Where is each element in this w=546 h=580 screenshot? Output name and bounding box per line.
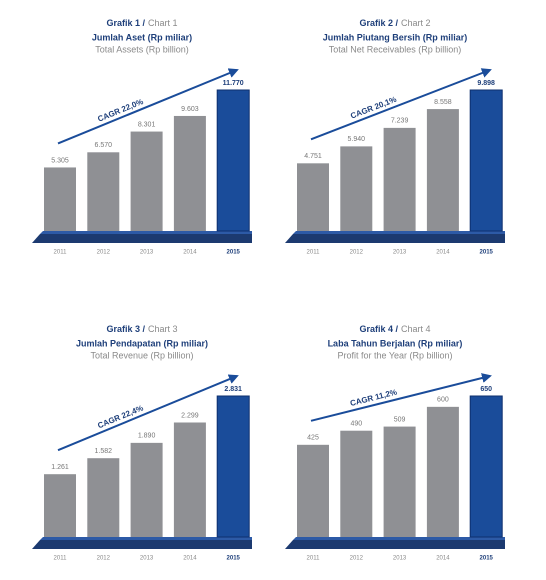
- floor-top: [40, 537, 252, 540]
- x-tick-label: 2012: [350, 556, 364, 562]
- x-tick-label: 2013: [393, 250, 407, 256]
- bar: [173, 422, 206, 537]
- value-label: 5.305: [51, 157, 69, 164]
- value-label: 509: [394, 416, 406, 423]
- x-tick-label: 2011: [307, 556, 321, 562]
- chart-title: Grafik 2 /Chart 2: [359, 18, 430, 28]
- bar: [297, 444, 329, 537]
- value-label: 650: [480, 386, 492, 393]
- title-id: Grafik 2 /: [359, 18, 398, 28]
- floor: [32, 234, 252, 243]
- value-label: 4.751: [304, 153, 322, 160]
- bar: [216, 395, 250, 538]
- bar: [44, 474, 76, 537]
- x-tick-label: 2014: [183, 250, 197, 256]
- bar: [340, 430, 373, 537]
- value-label: 6.570: [95, 142, 113, 149]
- title-id: Grafik 1 /: [106, 18, 145, 28]
- subtitle-en: Profit for the Year (Rp billion): [337, 350, 452, 360]
- cagr-arrow: [310, 68, 492, 141]
- x-tick-label: 2012: [350, 250, 364, 256]
- bar: [44, 167, 76, 231]
- bar: [216, 89, 250, 232]
- x-tick-label: 2011: [307, 250, 321, 256]
- bar: [340, 146, 373, 231]
- chart-title: Grafik 4 /Chart 4: [359, 324, 430, 334]
- bar: [173, 115, 206, 231]
- x-tick-label: 2014: [436, 556, 450, 562]
- x-tick-label: 2015: [227, 556, 241, 562]
- value-label: 490: [350, 421, 362, 428]
- x-tick-label: 2015: [480, 556, 494, 562]
- floor-top: [293, 231, 505, 234]
- floor: [285, 540, 505, 549]
- bar: [87, 152, 120, 231]
- bar: [469, 395, 503, 538]
- bar: [383, 127, 416, 231]
- value-label: 1.890: [138, 433, 156, 440]
- value-label: 7.239: [391, 118, 409, 125]
- x-tick-label: 2013: [140, 250, 154, 256]
- bar: [383, 426, 416, 537]
- bar: [426, 406, 459, 537]
- x-tick-label: 2013: [140, 556, 154, 562]
- value-label: 8.301: [138, 121, 156, 128]
- x-tick-label: 2012: [97, 250, 111, 256]
- value-label: 2.299: [181, 412, 199, 419]
- value-label: 600: [437, 397, 449, 404]
- x-tick-label: 2015: [227, 250, 241, 256]
- x-tick-label: 2014: [183, 556, 197, 562]
- cagr-arrow: [57, 68, 239, 145]
- value-label: 5.940: [348, 136, 366, 143]
- subtitle-en: Total Net Receivables (Rp billion): [329, 44, 462, 54]
- bar: [130, 442, 163, 537]
- value-label: 1.582: [95, 448, 113, 455]
- x-tick-label: 2015: [480, 250, 494, 256]
- floor-top: [40, 231, 252, 234]
- value-label: 2.831: [224, 386, 242, 393]
- x-tick-label: 2011: [54, 250, 68, 256]
- value-label: 1.261: [51, 464, 69, 471]
- value-label: 9.603: [181, 106, 199, 113]
- value-label: 9.898: [477, 80, 495, 87]
- bar: [469, 89, 503, 232]
- title-en: Chart 2: [401, 18, 431, 28]
- floor: [285, 234, 505, 243]
- bar: [426, 109, 459, 231]
- floor: [32, 540, 252, 549]
- x-tick-label: 2014: [436, 250, 450, 256]
- x-tick-label: 2011: [54, 556, 68, 562]
- x-tick-label: 2012: [97, 556, 111, 562]
- value-label: 8.558: [434, 99, 452, 106]
- value-label: 11.770: [223, 80, 244, 87]
- title-en: Chart 3: [148, 324, 178, 334]
- title-en: Chart 4: [401, 324, 431, 334]
- title-id: Grafik 3 /: [106, 324, 145, 334]
- cagr-arrow: [57, 374, 239, 452]
- subtitle-en: Total Assets (Rp billion): [95, 44, 189, 54]
- subtitle: Jumlah Pendapatan (Rp miliar): [76, 338, 208, 348]
- bar: [87, 458, 120, 537]
- floor-top: [293, 537, 505, 540]
- subtitle-en: Total Revenue (Rp billion): [90, 350, 193, 360]
- cagr-arrow: [310, 373, 492, 422]
- subtitle: Laba Tahun Berjalan (Rp miliar): [328, 338, 463, 348]
- title-en: Chart 1: [148, 18, 178, 28]
- bar: [130, 131, 163, 231]
- x-tick-label: 2013: [393, 556, 407, 562]
- bar: [297, 163, 329, 231]
- title-id: Grafik 4 /: [359, 324, 398, 334]
- chart-title: Grafik 3 /Chart 3: [106, 324, 177, 334]
- subtitle: Jumlah Aset (Rp miliar): [92, 32, 192, 42]
- subtitle: Jumlah Piutang Bersih (Rp miliar): [323, 32, 468, 42]
- value-label: 425: [307, 435, 319, 442]
- chart-title: Grafik 1 /Chart 1: [106, 18, 177, 28]
